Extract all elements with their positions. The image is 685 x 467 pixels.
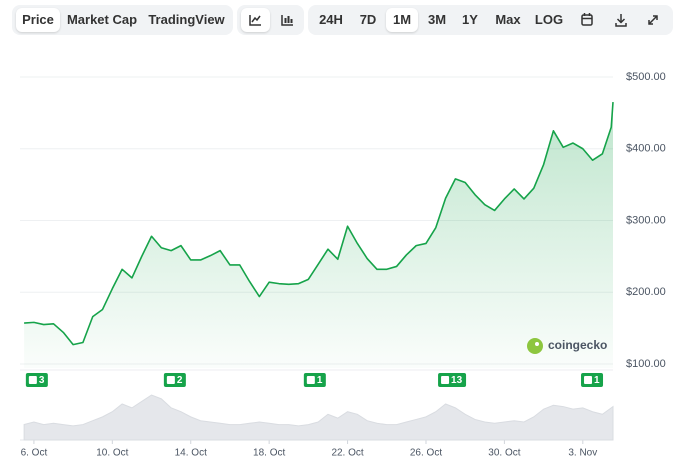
event-count: 1 [594, 375, 600, 386]
x-tick-label: 14. Oct [175, 448, 207, 459]
line-chart-button[interactable] [241, 8, 270, 32]
volume-area [23, 394, 614, 441]
range-button[interactable]: LOG [534, 12, 564, 27]
download-button[interactable] [609, 8, 633, 32]
x-tick-label: 22. Oct [331, 448, 363, 459]
watermark: coingecko [527, 338, 607, 354]
y-tick-label: $500.00 [626, 71, 666, 83]
event-count: 2 [177, 375, 183, 386]
event-icon [166, 376, 175, 384]
event-icon [28, 376, 37, 384]
event-count: 1 [317, 375, 323, 386]
price-area [24, 102, 613, 369]
range-button[interactable]: 1M [386, 8, 418, 32]
x-tick-label: 6. Oct [21, 448, 48, 459]
event-badge[interactable]: 2 [163, 373, 186, 387]
event-count: 3 [39, 375, 45, 386]
tab-button[interactable]: Price [16, 8, 60, 32]
range-group: 24H 7D 1M 3M 1Y Max LOG [308, 5, 673, 35]
event-badge[interactable]: 1 [303, 373, 326, 387]
y-tick-label: $400.00 [626, 143, 666, 155]
x-tick-label: 10. Oct [96, 448, 128, 459]
watermark-text: coingecko [548, 338, 607, 352]
calendar-button[interactable] [575, 8, 599, 32]
range-button[interactable]: 3M [427, 12, 447, 27]
event-icon [441, 376, 450, 384]
event-badge[interactable]: 13 [438, 373, 467, 387]
price-line [24, 102, 614, 346]
chart-style-group [237, 5, 304, 35]
tab-group: Price Market Cap TradingView [12, 5, 233, 35]
x-tick-label: 18. Oct [253, 448, 285, 459]
range-button[interactable]: Max [495, 12, 521, 27]
x-tick-label: 3. Nov [568, 448, 597, 459]
range-button[interactable]: 1Y [462, 12, 478, 27]
y-tick-label: $200.00 [626, 286, 666, 298]
watermark-logo [527, 338, 543, 354]
event-icon [584, 376, 593, 384]
candle-icon [281, 15, 293, 26]
tab-button[interactable]: Market Cap [66, 12, 138, 27]
range-button[interactable]: 7D [359, 12, 377, 27]
candle-chart-button[interactable] [273, 8, 302, 32]
x-tick-label: 26. Oct [410, 448, 442, 459]
download-icon [615, 14, 627, 27]
y-tick-label: $300.00 [626, 214, 666, 226]
event-badge[interactable]: 1 [581, 373, 604, 387]
watermark-logo-eye [535, 342, 539, 346]
event-count: 13 [451, 375, 463, 386]
event-icon [306, 376, 315, 384]
tab-button[interactable]: TradingView [148, 12, 225, 27]
range-button[interactable]: 24H [319, 12, 343, 27]
y-tick-label: $100.00 [626, 358, 666, 370]
fullscreen-button[interactable] [641, 8, 665, 32]
event-badge[interactable]: 3 [25, 373, 48, 387]
expand-icon [648, 15, 658, 25]
calendar-icon [581, 13, 593, 26]
line-icon [249, 15, 261, 26]
x-tick-label: 30. Oct [488, 448, 520, 459]
